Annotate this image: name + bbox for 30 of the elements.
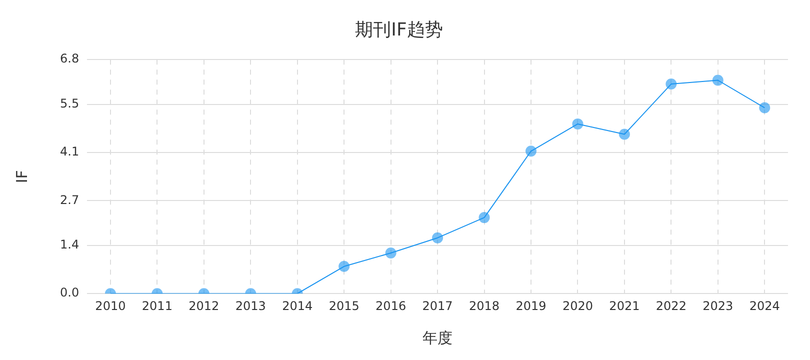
x-tick-label: 2012 bbox=[188, 298, 220, 313]
x-tick-label: 2014 bbox=[282, 298, 313, 313]
point bbox=[759, 102, 770, 114]
y-tick-label: 2.7 bbox=[60, 192, 80, 207]
point bbox=[525, 146, 536, 157]
x-tick-label: 2010 bbox=[95, 298, 126, 313]
y-tick-label: 0.0 bbox=[60, 286, 80, 300]
y-tick-label: 5.5 bbox=[60, 96, 80, 110]
y-tick-label: 6.8 bbox=[60, 52, 80, 66]
x-axis-title: 年度 bbox=[422, 328, 453, 347]
chart-title: 期刊IF趋势 bbox=[355, 19, 443, 40]
y-tick-label: 4.1 bbox=[60, 144, 80, 159]
x-tick-label: 2011 bbox=[142, 298, 172, 313]
x-tick-label: 2017 bbox=[422, 298, 453, 313]
x-tick-label: 2018 bbox=[468, 298, 500, 313]
x-tick-label: 2015 bbox=[328, 298, 360, 313]
x-tick-label: 2013 bbox=[235, 298, 266, 313]
y-axis-title: IF bbox=[12, 170, 31, 184]
point bbox=[572, 118, 584, 130]
x-tick-label: 2016 bbox=[376, 298, 406, 313]
x-tick-label: 2021 bbox=[609, 298, 640, 313]
point bbox=[712, 74, 724, 86]
x-tick-label: 2023 bbox=[702, 298, 734, 313]
x-tick-label: 2019 bbox=[516, 298, 546, 313]
x-tick-label: 2022 bbox=[656, 298, 686, 313]
point bbox=[618, 128, 630, 140]
x-tick-label: 2020 bbox=[562, 298, 593, 313]
x-tick-label: 2024 bbox=[749, 298, 780, 313]
point bbox=[666, 78, 677, 90]
y-tick-label: 1.4 bbox=[60, 238, 80, 252]
